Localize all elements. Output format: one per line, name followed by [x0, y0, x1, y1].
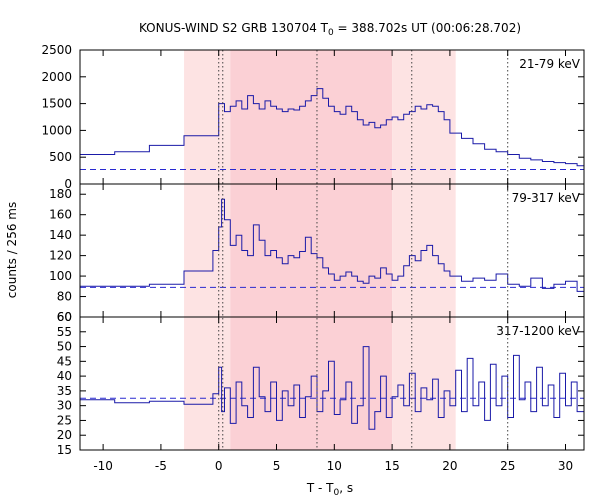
x-tick-label-6: 20	[442, 459, 457, 473]
panel-frame-2	[79, 316, 585, 451]
y-tick-label-1-2: 100	[49, 269, 72, 283]
x-axis-label: T - T0, s	[306, 481, 353, 498]
y-tick-label-2-2: 25	[57, 413, 72, 427]
x-tick-label-1: -5	[155, 459, 167, 473]
y-tick-label-1-5: 160	[49, 208, 72, 222]
x-tick-label-4: 10	[327, 459, 342, 473]
chart-title-suffix: = 388.702s UT (00:06:28.702)	[334, 21, 521, 35]
panel-0: 0 500 1000 1500 2000 2500 21-79 keV	[41, 43, 585, 191]
y-tick-label-0-0: 0	[64, 177, 72, 191]
panel-energy-label-2: 317-1200 keV	[496, 324, 580, 338]
chart-title-prefix: KONUS-WIND S2 GRB 130704 T	[139, 21, 329, 35]
x-tick-label-5: 15	[384, 459, 399, 473]
panel-energy-label-0: 21-79 keV	[519, 57, 581, 71]
x-tick-label-0: -10	[93, 459, 113, 473]
y-tick-label-2-5: 40	[57, 369, 72, 383]
y-tick-label-1-1: 80	[57, 290, 72, 304]
x-tick-label-3: 5	[273, 459, 281, 473]
y-tick-label-1-0: 60	[57, 310, 72, 324]
y-tick-label-2-7: 50	[57, 340, 72, 354]
lightcurve-series-1	[80, 198, 584, 292]
panel-1: 60 80 100 120 140 160 180 79-317 keV	[49, 187, 584, 324]
y-tick-label-2-9: 60	[57, 310, 72, 324]
y-tick-label-0-3: 1500	[41, 97, 72, 111]
lightcurve-series-0	[80, 88, 585, 167]
y-tick-label-0-5: 2500	[41, 43, 72, 57]
chart-title: KONUS-WIND S2 GRB 130704 T0 = 388.702s U…	[139, 21, 521, 38]
x-tick-label-2: 0	[215, 459, 223, 473]
y-tick-label-2-8: 55	[57, 325, 72, 339]
y-tick-label-2-1: 20	[57, 428, 72, 442]
shaded-interval-0	[184, 50, 231, 450]
y-tick-label-2-4: 35	[57, 384, 72, 398]
chart-title-subscript: 0	[328, 28, 334, 38]
x-tick-label-8: 30	[558, 459, 573, 473]
y-tick-label-2-0: 15	[57, 443, 72, 457]
x-axis-label-subscript: 0	[334, 488, 340, 498]
y-tick-label-1-4: 140	[49, 228, 72, 242]
y-axis-label: counts / 256 ms	[5, 202, 19, 298]
panel-energy-label-1: 79-317 keV	[512, 191, 581, 205]
y-tick-label-0-2: 1000	[41, 123, 72, 137]
y-tick-label-1-3: 120	[49, 249, 72, 263]
lightcurve-series-2	[80, 346, 584, 430]
y-tick-label-0-1: 500	[49, 150, 72, 164]
y-tick-label-0-4: 2000	[41, 70, 72, 84]
y-tick-label-1-6: 180	[49, 187, 72, 201]
x-axis-label-suffix: , s	[339, 481, 353, 495]
x-tick-label-7: 25	[500, 459, 515, 473]
y-tick-label-2-6: 45	[57, 354, 72, 368]
x-axis-label-prefix: T - T	[306, 481, 334, 495]
y-tick-label-2-3: 30	[57, 399, 72, 413]
